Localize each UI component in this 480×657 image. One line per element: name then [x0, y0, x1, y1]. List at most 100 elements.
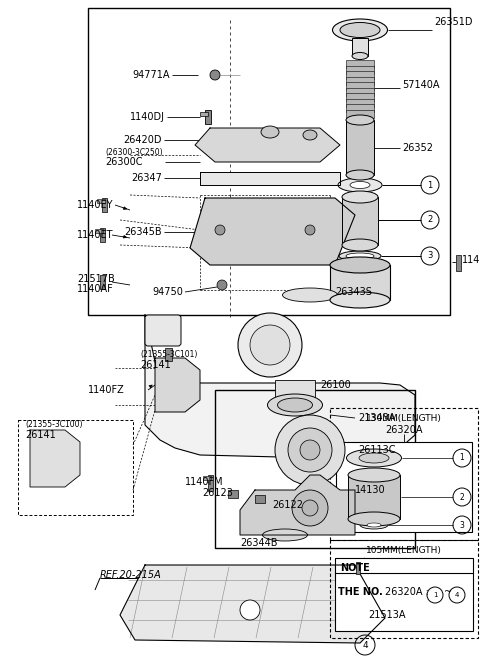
Text: 26320A :: 26320A : — [385, 587, 432, 597]
Polygon shape — [120, 565, 385, 643]
Text: (21355-3C100): (21355-3C100) — [25, 420, 83, 430]
Bar — [100, 275, 105, 289]
Bar — [97, 199, 105, 203]
Ellipse shape — [342, 239, 378, 251]
Text: 130MM(LENGTH): 130MM(LENGTH) — [366, 413, 442, 422]
Text: (21355-3C101): (21355-3C101) — [140, 350, 197, 359]
Ellipse shape — [338, 178, 382, 192]
Ellipse shape — [346, 253, 374, 259]
Text: 1140FZ: 1140FZ — [88, 385, 125, 395]
Text: 21517B: 21517B — [77, 274, 115, 284]
Text: 3: 3 — [427, 252, 432, 260]
Bar — [330, 408, 478, 540]
Bar — [335, 558, 473, 631]
Text: 4: 4 — [362, 641, 368, 650]
Ellipse shape — [277, 398, 312, 412]
Bar — [200, 112, 208, 116]
Text: 2: 2 — [460, 493, 464, 501]
Text: 26420D: 26420D — [123, 135, 162, 145]
Bar — [346, 87, 374, 95]
Bar — [346, 120, 374, 175]
Ellipse shape — [267, 394, 323, 416]
Text: REF.20-215A: REF.20-215A — [100, 570, 162, 580]
Ellipse shape — [303, 130, 317, 140]
Bar — [352, 38, 368, 56]
Ellipse shape — [346, 115, 374, 125]
Ellipse shape — [330, 257, 390, 273]
Text: ~: ~ — [444, 587, 452, 597]
Bar — [346, 76, 374, 85]
Text: 21343A: 21343A — [358, 413, 396, 423]
Text: 26300C: 26300C — [105, 157, 143, 167]
Text: 1: 1 — [460, 453, 464, 463]
Circle shape — [302, 500, 318, 516]
Bar — [330, 265, 390, 300]
Text: 1140EY: 1140EY — [77, 200, 113, 210]
Ellipse shape — [359, 453, 389, 463]
Bar — [356, 562, 360, 574]
Bar — [18, 420, 133, 515]
Text: 26320A: 26320A — [385, 425, 423, 435]
Bar — [330, 540, 478, 638]
Circle shape — [275, 415, 345, 485]
Text: 4: 4 — [455, 592, 459, 598]
Circle shape — [210, 70, 220, 80]
Text: 26122: 26122 — [272, 500, 303, 510]
Text: 105MM(LENGTH): 105MM(LENGTH) — [366, 545, 442, 555]
Text: 26123: 26123 — [202, 488, 233, 498]
Ellipse shape — [360, 521, 388, 529]
Text: 26141: 26141 — [140, 360, 171, 370]
Text: 94771A: 94771A — [132, 70, 170, 80]
Text: 14130: 14130 — [355, 485, 385, 495]
Bar — [275, 380, 315, 408]
Circle shape — [292, 490, 328, 526]
Polygon shape — [30, 430, 80, 487]
Bar — [100, 228, 105, 242]
Ellipse shape — [367, 523, 381, 527]
Circle shape — [238, 313, 302, 377]
Ellipse shape — [342, 191, 378, 203]
Text: NOTE: NOTE — [340, 563, 370, 573]
Ellipse shape — [350, 181, 370, 189]
Ellipse shape — [263, 529, 308, 541]
Text: 1140DJ: 1140DJ — [130, 112, 165, 122]
Bar — [456, 255, 461, 271]
Text: 26351D: 26351D — [434, 17, 472, 27]
Bar — [203, 476, 211, 480]
Circle shape — [250, 325, 290, 365]
Polygon shape — [195, 128, 340, 162]
Text: 26352: 26352 — [402, 143, 433, 153]
Text: 26343S: 26343S — [335, 287, 372, 297]
Bar — [346, 99, 374, 106]
Bar — [95, 229, 103, 233]
Bar — [348, 475, 400, 519]
Text: 26141: 26141 — [25, 430, 56, 440]
Bar — [346, 66, 374, 74]
Circle shape — [217, 280, 227, 290]
Bar — [208, 475, 213, 491]
Text: 1140EM: 1140EM — [462, 255, 480, 265]
Text: 57140A: 57140A — [402, 80, 440, 90]
Bar — [342, 197, 378, 245]
Text: 26344B: 26344B — [240, 538, 277, 548]
Ellipse shape — [352, 53, 368, 60]
Circle shape — [305, 225, 315, 235]
Text: 1140FM: 1140FM — [185, 477, 224, 487]
Text: 26345B: 26345B — [124, 227, 162, 237]
Ellipse shape — [347, 449, 401, 467]
FancyBboxPatch shape — [145, 315, 181, 346]
Text: 3: 3 — [459, 520, 465, 530]
Ellipse shape — [346, 170, 374, 180]
Text: THE NO.: THE NO. — [338, 587, 383, 597]
Text: 1: 1 — [427, 181, 432, 189]
Ellipse shape — [283, 288, 337, 302]
Text: 26100: 26100 — [320, 380, 351, 390]
Bar — [255, 495, 265, 503]
Ellipse shape — [333, 19, 387, 41]
Circle shape — [300, 440, 320, 460]
Ellipse shape — [339, 251, 381, 261]
Bar — [102, 198, 107, 212]
Ellipse shape — [340, 22, 380, 37]
Polygon shape — [240, 475, 355, 535]
Bar — [346, 104, 374, 112]
